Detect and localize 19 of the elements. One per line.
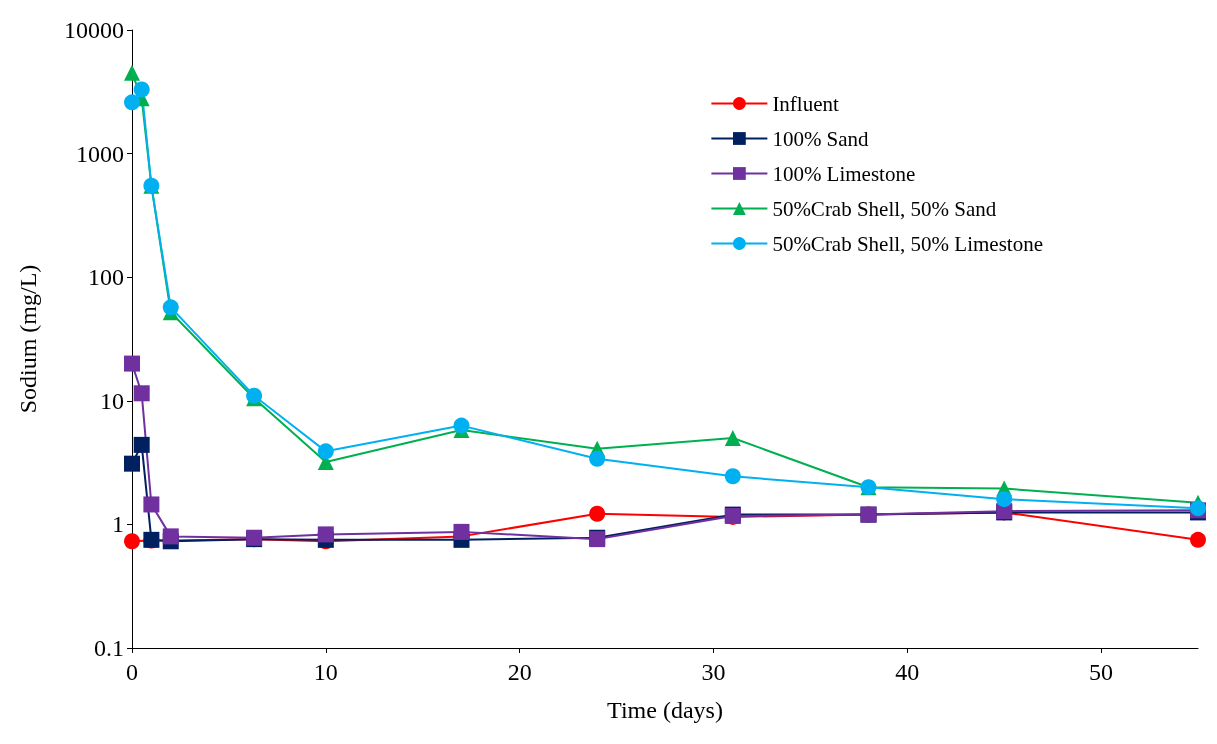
x-tick-label: 50 — [1089, 659, 1114, 685]
y-tick-label: 1000 — [76, 140, 124, 167]
legend-label: Influent — [772, 91, 840, 116]
x-tick-label: 30 — [701, 659, 726, 685]
legend-label: 50%Crab Shell, 50% Sand — [772, 196, 997, 221]
legend-label: 100% Limestone — [772, 161, 916, 186]
y-axis-title: Sodium (mg/L) — [15, 264, 41, 414]
y-tick-label: 0.1 — [94, 635, 124, 661]
y-tick-label: 1 — [112, 511, 124, 538]
x-tick-label: 40 — [895, 659, 920, 685]
x-tick-label: 20 — [507, 659, 532, 685]
y-tick-label: 10 — [100, 387, 124, 414]
y-tick-label: 100 — [88, 264, 124, 291]
legend-label: 50%Crab Shell, 50% Limestone — [772, 231, 1043, 256]
x-tick-label: 0 — [126, 659, 138, 685]
x-axis-title: Time (days) — [607, 697, 723, 723]
x-tick-label: 10 — [313, 659, 338, 685]
legend-label: 100% Sand — [772, 126, 870, 151]
y-tick-label: 10000 — [64, 17, 124, 43]
